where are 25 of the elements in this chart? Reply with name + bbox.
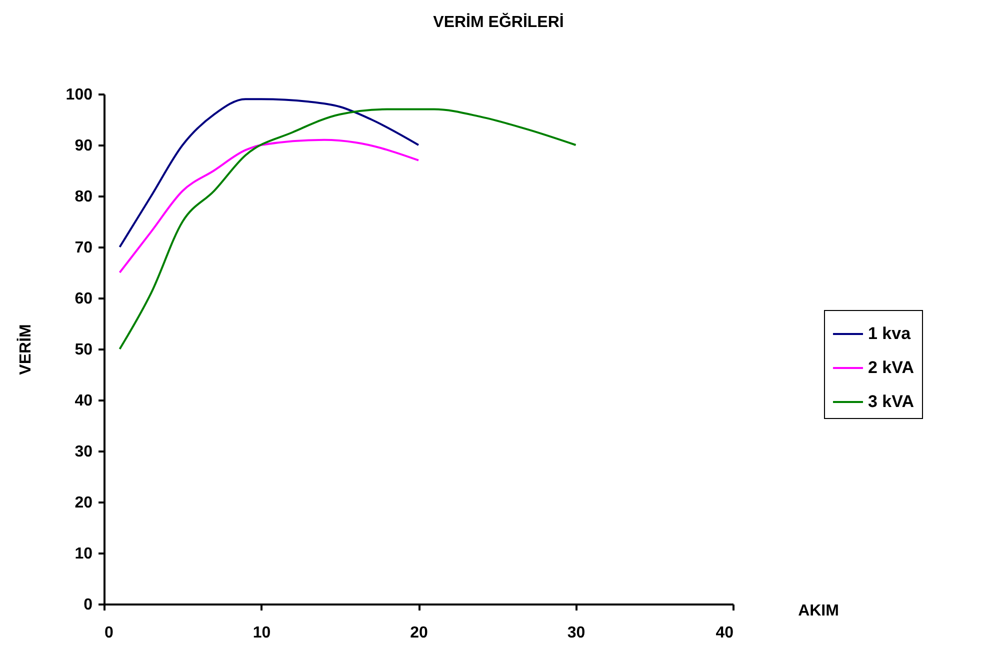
x-tick-label: 10 (252, 624, 271, 642)
x-axis-title: AKIM (798, 602, 839, 620)
y-tick-label: 20 (74, 494, 93, 512)
legend-label: 1 kva (868, 324, 912, 343)
y-tick-label: 90 (74, 138, 93, 154)
y-tick-label: 40 (74, 392, 93, 410)
line-series (118, 98, 420, 248)
y-tick-label: 60 (74, 290, 93, 308)
x-tick-label: 0 (104, 624, 114, 642)
line-series (118, 138, 420, 274)
y-tick-label: 0 (84, 596, 93, 614)
y-tick-label: 10 (74, 546, 93, 562)
y-tick-label: 70 (74, 240, 93, 256)
y-tick-label: 80 (74, 188, 93, 206)
legend-label: 2 kVA (868, 358, 914, 377)
x-tick-label: 20 (410, 624, 428, 642)
y-tick-label: 100 (66, 86, 93, 104)
y-tick-label: 30 (74, 444, 93, 460)
y-tick-label: 50 (74, 342, 93, 358)
x-tick-label: 40 (716, 624, 734, 642)
y-axis-title: VERİM (16, 324, 34, 375)
chart-title: VERİM EĞRİLERİ (433, 12, 564, 31)
x-tick-label: 30 (567, 624, 586, 642)
line-series (118, 108, 577, 350)
legend-label: 3 kVA (868, 392, 914, 411)
